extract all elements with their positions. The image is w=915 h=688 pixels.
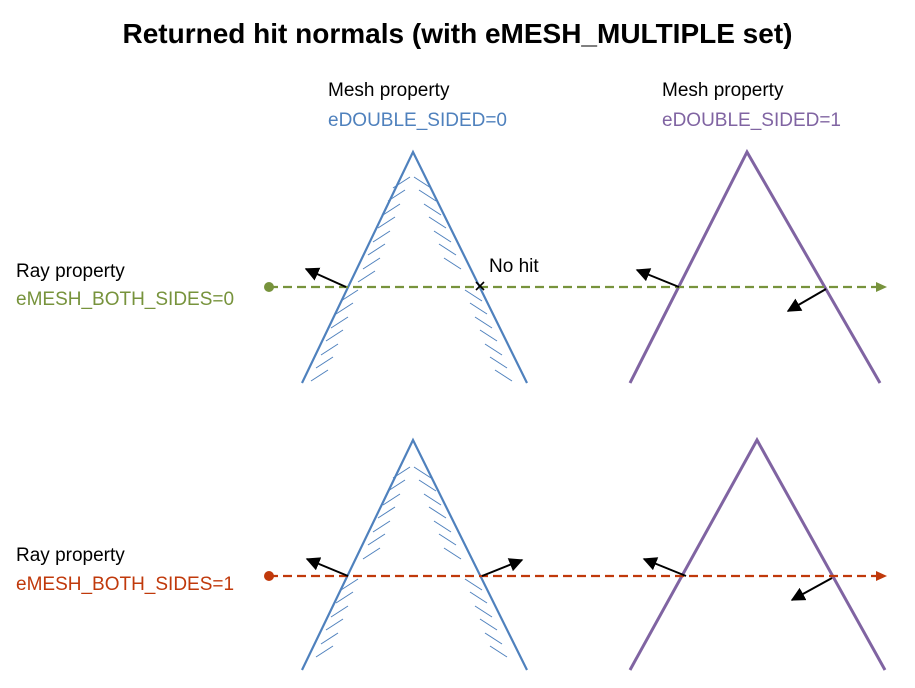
normals-row2: [305, 557, 833, 601]
mesh-single-sided-row2: [301, 437, 528, 671]
mesh-header-2-label: Mesh property: [662, 80, 784, 101]
mesh-double-sided-row2: [628, 436, 887, 671]
mesh-single-sided-row1: [301, 149, 528, 384]
ray-header-1-label: Ray property: [16, 261, 125, 282]
normal-arrow: [786, 288, 827, 312]
normal-arrow: [481, 558, 524, 577]
mesh-header-1-label: Mesh property: [328, 80, 450, 101]
mesh-header-1-value: eDOUBLE_SIDED=0: [328, 110, 507, 131]
normal-arrow: [304, 267, 347, 288]
diagram-title: Returned hit normals (with eMESH_MULTIPL…: [122, 18, 793, 49]
ray-row1: [264, 282, 887, 292]
mesh-header-2-value: eDOUBLE_SIDED=1: [662, 110, 841, 131]
ray-arrowhead: [876, 571, 887, 581]
ray-header-2-label: Ray property: [16, 545, 125, 566]
ray-header-2-value: eMESH_BOTH_SIDES=1: [16, 574, 235, 595]
no-hit-label: No hit: [489, 256, 539, 277]
miss-marker: [475, 281, 485, 291]
normal-arrow: [305, 557, 349, 577]
normal-arrow: [635, 268, 680, 288]
ray-origin-dot: [264, 282, 274, 292]
ray-row2: [264, 571, 887, 581]
mesh-double-sided-row1: [628, 148, 882, 384]
normals-row1: [304, 267, 827, 312]
ray-arrowhead: [876, 282, 887, 292]
ray-header-1-value: eMESH_BOTH_SIDES=0: [16, 289, 235, 310]
normal-arrow: [790, 577, 833, 601]
normal-arrow: [642, 557, 687, 577]
hatch-marks: [315, 466, 508, 658]
ray-origin-dot: [264, 571, 274, 581]
hatch-marks: [310, 176, 513, 382]
